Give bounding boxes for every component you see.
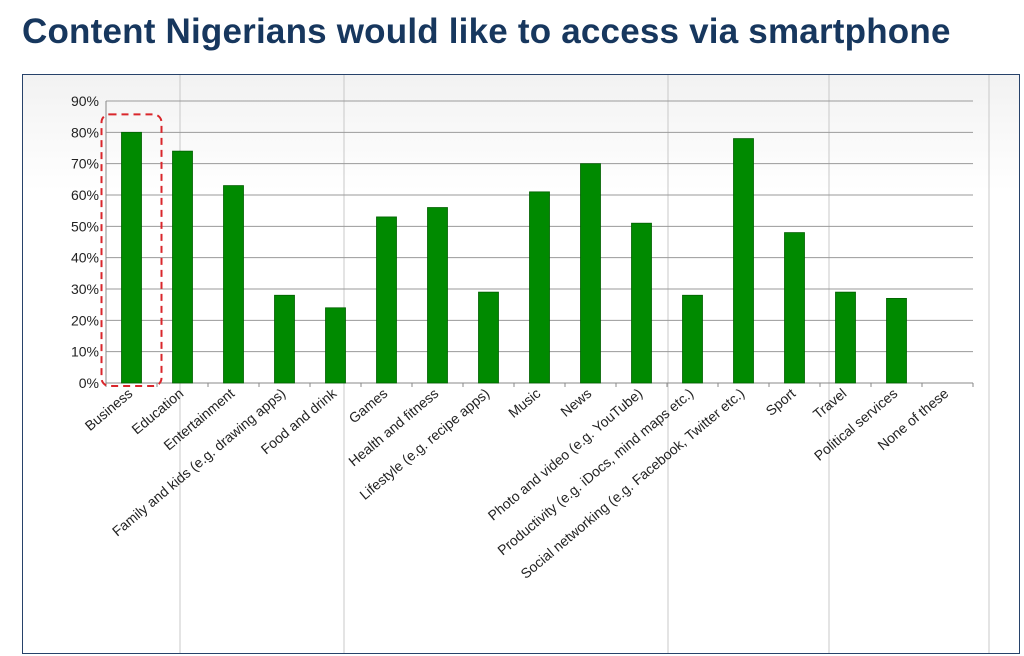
x-tick-label: Sport: [763, 385, 799, 419]
y-tick-label: 50%: [71, 218, 99, 234]
y-tick-label: 30%: [71, 281, 99, 297]
x-tick-label: Health and fitness: [345, 385, 441, 469]
bar: [580, 163, 601, 384]
y-tick-label: 90%: [71, 93, 99, 109]
bar: [223, 185, 244, 384]
bar: [376, 216, 397, 384]
x-tick-label: Social networking (e.g. Facebook, Twitte…: [517, 385, 747, 582]
page-title: Content Nigerians would like to access v…: [22, 12, 951, 51]
bar: [835, 291, 856, 384]
y-tick-label: 40%: [71, 250, 99, 266]
bar: [886, 297, 907, 384]
y-tick-label: 10%: [71, 344, 99, 360]
bar: [733, 138, 754, 384]
x-tick-label: Business: [82, 385, 136, 434]
bar-chart: 0%10%20%30%40%50%60%70%80%90%BusinessEdu…: [71, 75, 990, 653]
x-tick-label: News: [557, 385, 594, 420]
bar: [274, 294, 295, 384]
bar: [784, 232, 805, 384]
highlight-box: [100, 113, 163, 387]
x-tick-label: Travel: [810, 385, 850, 422]
bar: [172, 150, 193, 384]
y-tick-label: 80%: [71, 124, 99, 140]
bar: [529, 191, 550, 384]
y-tick-label: 0%: [79, 375, 99, 391]
bar: [631, 222, 652, 384]
bar: [121, 131, 142, 384]
bar: [682, 294, 703, 384]
bar: [325, 307, 346, 384]
y-tick-label: 20%: [71, 312, 99, 328]
chart-frame: 0% 10% 20% 30% 40% 50% 60% 70% 80% 90% Business Edu…: [22, 74, 1020, 654]
y-tick-label: 70%: [71, 156, 99, 172]
bar: [478, 291, 499, 384]
y-tick-label: 60%: [71, 187, 99, 203]
x-tick-label: Music: [505, 385, 543, 421]
x-tick-label: Games: [346, 385, 391, 426]
bar: [427, 207, 448, 384]
